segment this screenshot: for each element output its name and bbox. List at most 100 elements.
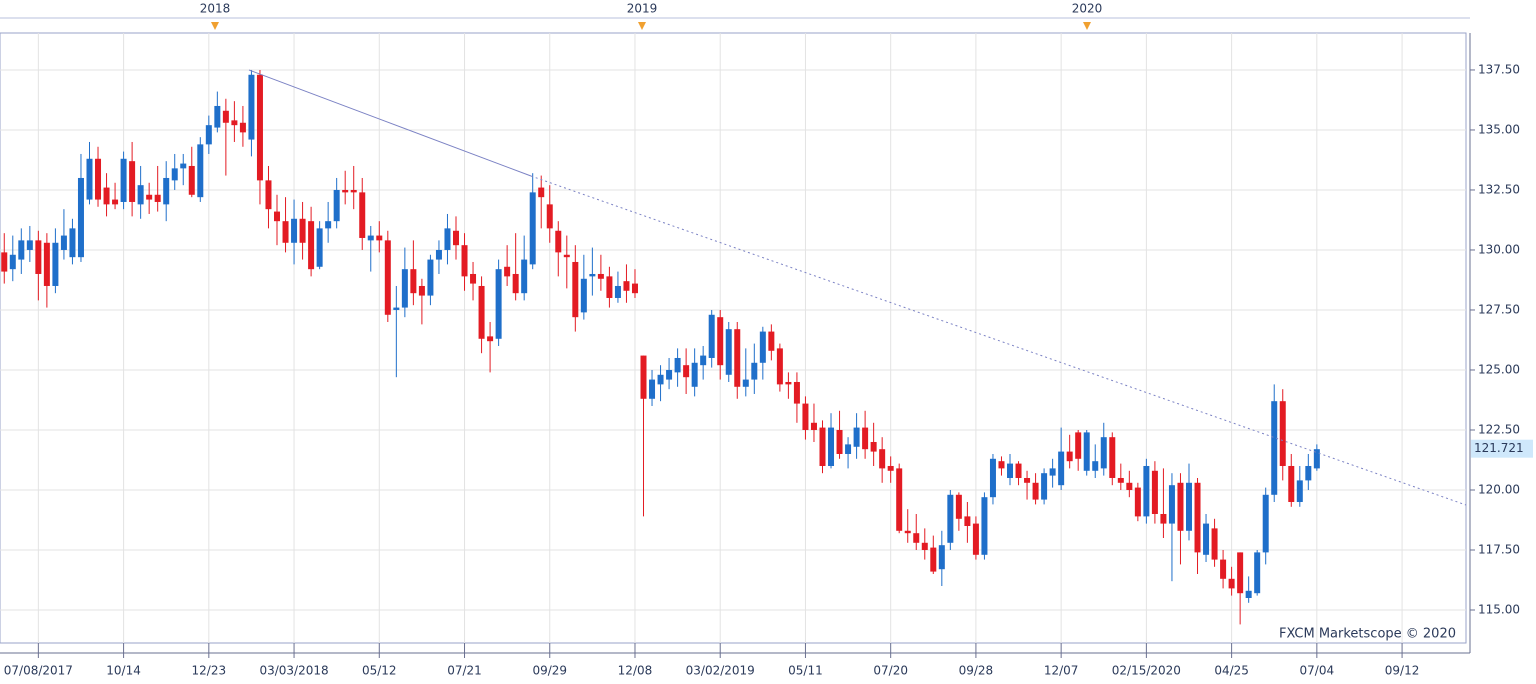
candle-body	[708, 314, 715, 358]
candle-body	[248, 74, 255, 140]
candle-body	[1083, 432, 1090, 471]
candle-body	[887, 465, 894, 471]
candle-body	[972, 523, 979, 555]
candle-body	[103, 187, 110, 205]
candle-body	[555, 230, 562, 253]
candle-body	[1160, 513, 1167, 524]
candle-body	[222, 110, 229, 123]
candle-body	[1168, 485, 1175, 524]
candle-body	[666, 369, 673, 380]
candle-body	[1049, 468, 1056, 476]
candle-body	[845, 444, 852, 454]
candle-body	[470, 273, 477, 284]
candle-body	[1075, 432, 1082, 459]
candle-body	[691, 362, 698, 387]
watermark: FXCM Marketscope © 2020	[1279, 627, 1456, 642]
candle-body	[1092, 461, 1099, 471]
candle-body	[512, 273, 519, 294]
candle-body	[299, 218, 306, 243]
candle-body	[452, 230, 459, 246]
x-tick-label: 10/14	[106, 664, 141, 678]
candle-body	[836, 429, 843, 454]
candle-body	[930, 547, 937, 572]
candle-body	[154, 194, 161, 202]
candle-body	[768, 331, 775, 351]
candle-body	[1279, 401, 1286, 466]
x-tick-label: 03/02/2019	[686, 664, 755, 678]
candle-body	[1296, 480, 1303, 502]
candle-body	[819, 427, 826, 466]
candle-body	[504, 266, 511, 277]
candle-body	[964, 516, 971, 526]
candle-body	[1117, 477, 1124, 483]
candle-body	[870, 441, 877, 452]
candle-body	[60, 235, 67, 250]
candle-body	[359, 192, 366, 238]
candle-body	[597, 273, 604, 279]
candle-body	[1109, 437, 1116, 478]
candle-body	[376, 235, 383, 241]
candle-body	[325, 221, 332, 229]
year-label: 2019	[627, 2, 658, 16]
candle-body	[274, 211, 281, 222]
candle-body	[1237, 552, 1244, 594]
candle-body	[938, 545, 945, 570]
candle-body	[989, 458, 996, 498]
candle-body	[725, 329, 732, 375]
candle-body	[256, 74, 263, 181]
candle-body	[759, 331, 766, 363]
candle-body	[316, 228, 323, 267]
candle-body	[1041, 473, 1048, 500]
year-label: 2018	[200, 2, 231, 16]
candle-body	[862, 427, 869, 450]
candle-body	[1151, 470, 1158, 514]
candle-body	[529, 192, 536, 265]
candle-body	[1024, 477, 1031, 483]
candle-body	[580, 278, 587, 313]
current-price-box	[1471, 439, 1533, 458]
candle-body	[214, 105, 221, 128]
candle-body	[904, 530, 911, 534]
candle-body	[793, 381, 800, 404]
candle-body	[683, 365, 690, 378]
candle-body	[1313, 449, 1320, 469]
candle-body	[1211, 528, 1218, 560]
year-marker	[638, 22, 646, 30]
candle-body	[129, 161, 136, 202]
candle-body	[742, 379, 749, 387]
candle-body	[1254, 552, 1261, 594]
candle-body	[717, 317, 724, 366]
x-tick-label: 07/20	[873, 664, 908, 678]
candle-body	[333, 189, 340, 222]
candle-body	[180, 163, 187, 169]
candle-body	[461, 245, 468, 277]
candle-body	[35, 240, 42, 274]
candle-body	[640, 355, 647, 399]
candle-body	[205, 125, 212, 145]
candle-body	[18, 240, 25, 260]
candle-body	[1228, 578, 1235, 589]
candle-body	[495, 269, 502, 339]
x-tick-label: 12/23	[192, 664, 227, 678]
candle-body	[674, 357, 681, 373]
candle-body	[239, 122, 246, 133]
x-tick-label: 09/12	[1385, 664, 1420, 678]
candle-body	[478, 285, 485, 339]
candle-body	[1245, 590, 1252, 598]
y-tick-label: 132.50	[1478, 182, 1520, 196]
candle-body	[1126, 482, 1133, 490]
candle-body	[308, 221, 315, 270]
candle-body	[444, 228, 451, 250]
axes: 115.00 117.50 120.00 122.50 125.00 127.50 130.…	[4, 62, 1533, 678]
candle-body	[69, 228, 76, 258]
candle-body	[589, 273, 596, 277]
candle-body	[785, 381, 792, 385]
candle-body	[342, 189, 349, 193]
candle-body	[9, 254, 16, 270]
candle-body	[1, 252, 8, 272]
candle-body	[1194, 482, 1201, 553]
candle-body	[631, 283, 638, 294]
candle-body	[120, 158, 127, 202]
y-tick-label: 120.00	[1478, 482, 1520, 496]
